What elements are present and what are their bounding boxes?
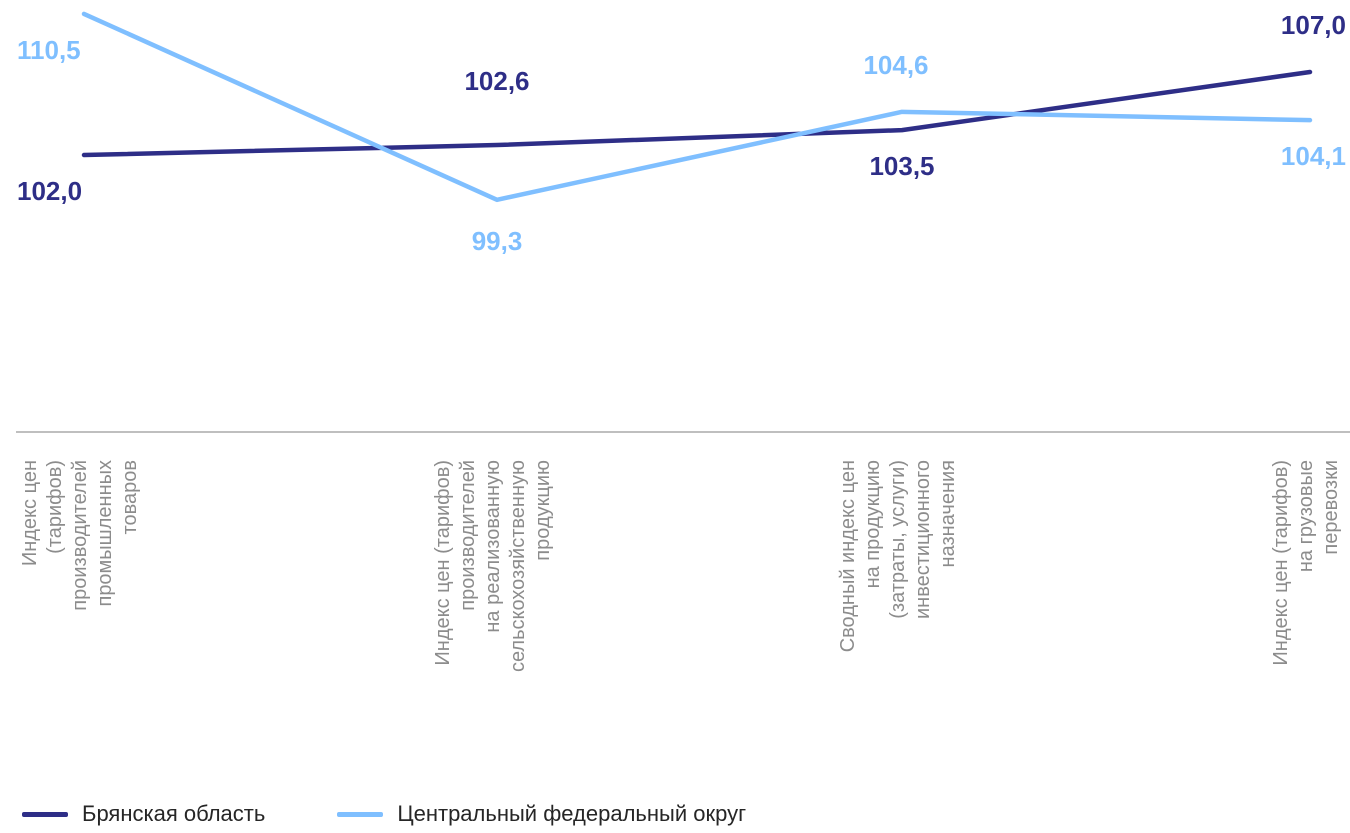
data-label-s0-p3: 107,0 (1281, 10, 1346, 40)
data-label-s0-p1: 102,6 (464, 66, 529, 96)
category-label-1: Индекс цен (тарифов) производителей на р… (431, 460, 554, 673)
category-label-0: Индекс цен (тарифов) производителей пром… (18, 460, 141, 611)
series-line-1 (81, 11, 1313, 203)
legend-label-bryansk: Брянская область (82, 801, 266, 826)
legend-swatch-cfo (337, 811, 384, 817)
legend-swatch-bryansk (22, 811, 68, 817)
data-label-s1-p0: 110,5 (17, 35, 81, 65)
data-label-s1-p3: 104,1 (1281, 141, 1346, 171)
series-line-0 (81, 69, 1313, 158)
data-label-s0-p2: 103,5 (869, 151, 934, 181)
legend-item-bryansk: Брянская область (22, 801, 265, 827)
legend: Брянская область Центральный федеральный… (22, 796, 818, 832)
legend-label-cfo: Центральный федеральный округ (397, 801, 747, 826)
category-label-2: Сводный индекс цен на продукцию (затраты… (836, 460, 959, 653)
legend-item-cfo: Центральный федеральный округ (337, 801, 746, 827)
data-label-s1-p2: 104,6 (863, 50, 928, 80)
data-label-s1-p1: 99,3 (472, 226, 523, 256)
data-label-s0-p0: 102,0 (17, 176, 82, 206)
category-label-3: Индекс цен (тарифов) на грузовые перевоз… (1269, 460, 1342, 666)
